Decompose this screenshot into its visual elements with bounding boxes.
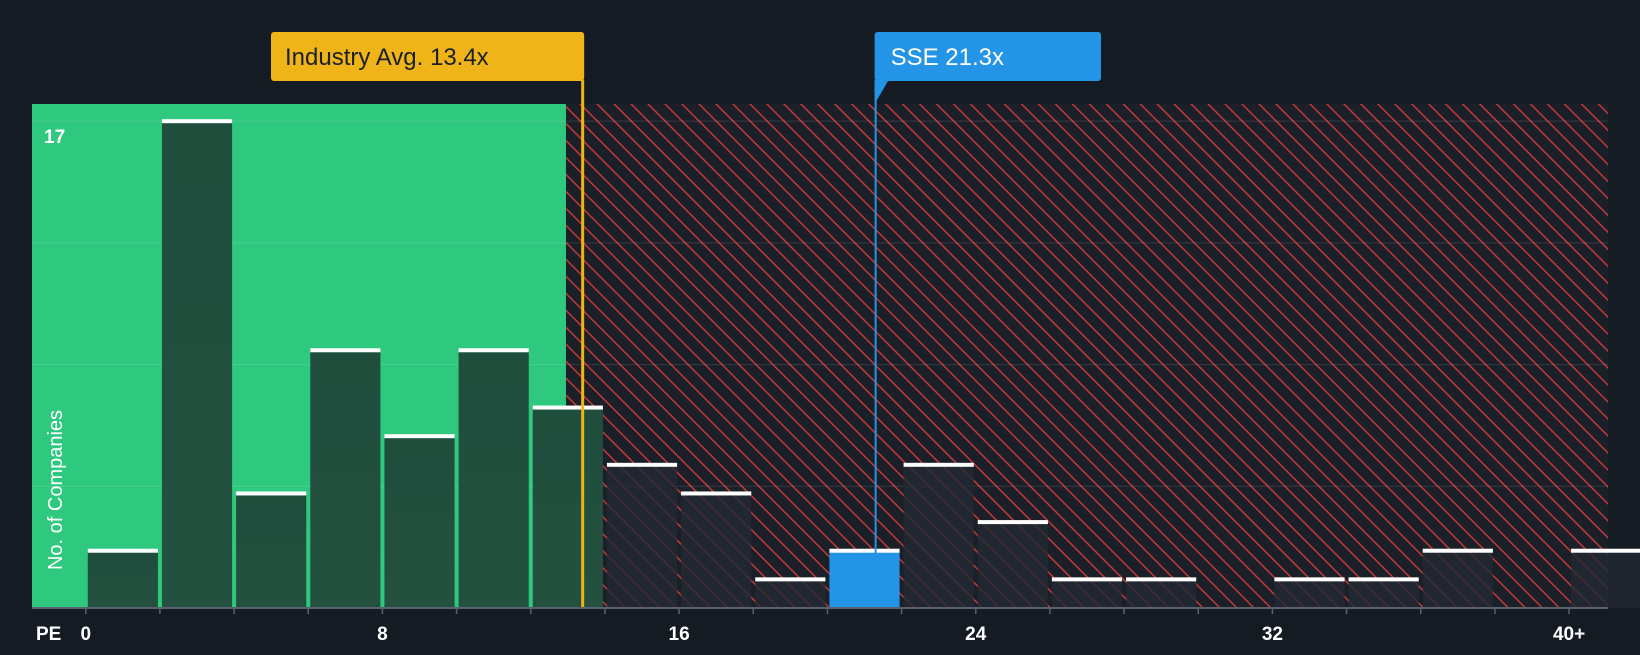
industry-average-label: Industry Avg. 13.4x <box>285 44 489 71</box>
histogram-bar-cap <box>1274 577 1345 582</box>
histogram-bar <box>681 493 752 608</box>
histogram-bar <box>977 522 1048 608</box>
histogram-bar <box>755 579 826 608</box>
histogram-bar <box>1571 550 1640 608</box>
histogram-bar-cap <box>755 577 826 582</box>
x-axis-title: PE <box>36 624 61 645</box>
company-pe-badge <box>874 32 1101 81</box>
histogram-bar <box>1422 550 1493 608</box>
histogram-bar <box>458 350 529 608</box>
histogram-bar-cap <box>458 348 529 353</box>
histogram-bar-cap <box>1348 577 1419 582</box>
histogram-bar-cap <box>606 462 678 467</box>
histogram-bar-cap <box>1051 577 1123 582</box>
histogram-bar <box>532 407 603 608</box>
histogram-bar <box>161 121 233 608</box>
histogram-bar <box>903 464 974 608</box>
histogram-bar <box>1348 579 1419 608</box>
histogram-bar-cap <box>903 462 974 467</box>
histogram-bar-cap <box>829 548 900 553</box>
x-tick-label: 0 <box>80 624 91 645</box>
histogram-bar-cap <box>1422 548 1493 553</box>
x-tick-label: 32 <box>1262 624 1283 645</box>
x-tick-label: 24 <box>965 624 987 645</box>
histogram-bar <box>1051 579 1123 608</box>
histogram-bar <box>310 350 381 608</box>
x-tick-label: 40+ <box>1553 624 1585 645</box>
histogram-bar-cap <box>236 491 307 496</box>
histogram-bar-cap <box>977 520 1048 525</box>
histogram-bar-cap <box>1571 548 1640 553</box>
histogram-bar <box>1126 579 1197 608</box>
histogram-bar-cap <box>384 434 455 439</box>
histogram-bar <box>384 436 455 608</box>
histogram-bar <box>87 550 158 608</box>
histogram-bar-cap <box>87 548 158 553</box>
y-max-label: 17 <box>44 127 65 148</box>
x-tick-label: 8 <box>377 624 388 645</box>
y-axis-title: No. of Companies <box>45 410 67 570</box>
histogram-bar <box>829 550 900 608</box>
x-tick-label: 16 <box>669 624 690 645</box>
histogram-bar-cap <box>310 348 381 353</box>
histogram-bar <box>1274 579 1345 608</box>
histogram-bar-cap <box>1126 577 1197 582</box>
histogram-bar-cap <box>532 405 603 410</box>
histogram-bar <box>236 493 307 608</box>
histogram-bar-cap <box>161 119 233 124</box>
histogram-bar <box>606 464 678 608</box>
histogram-bar-cap <box>681 491 752 496</box>
company-pe-badge-pointer <box>874 80 889 104</box>
industry-average-badge <box>271 32 585 81</box>
company-pe-label: SSE 21.3x <box>891 44 1004 71</box>
